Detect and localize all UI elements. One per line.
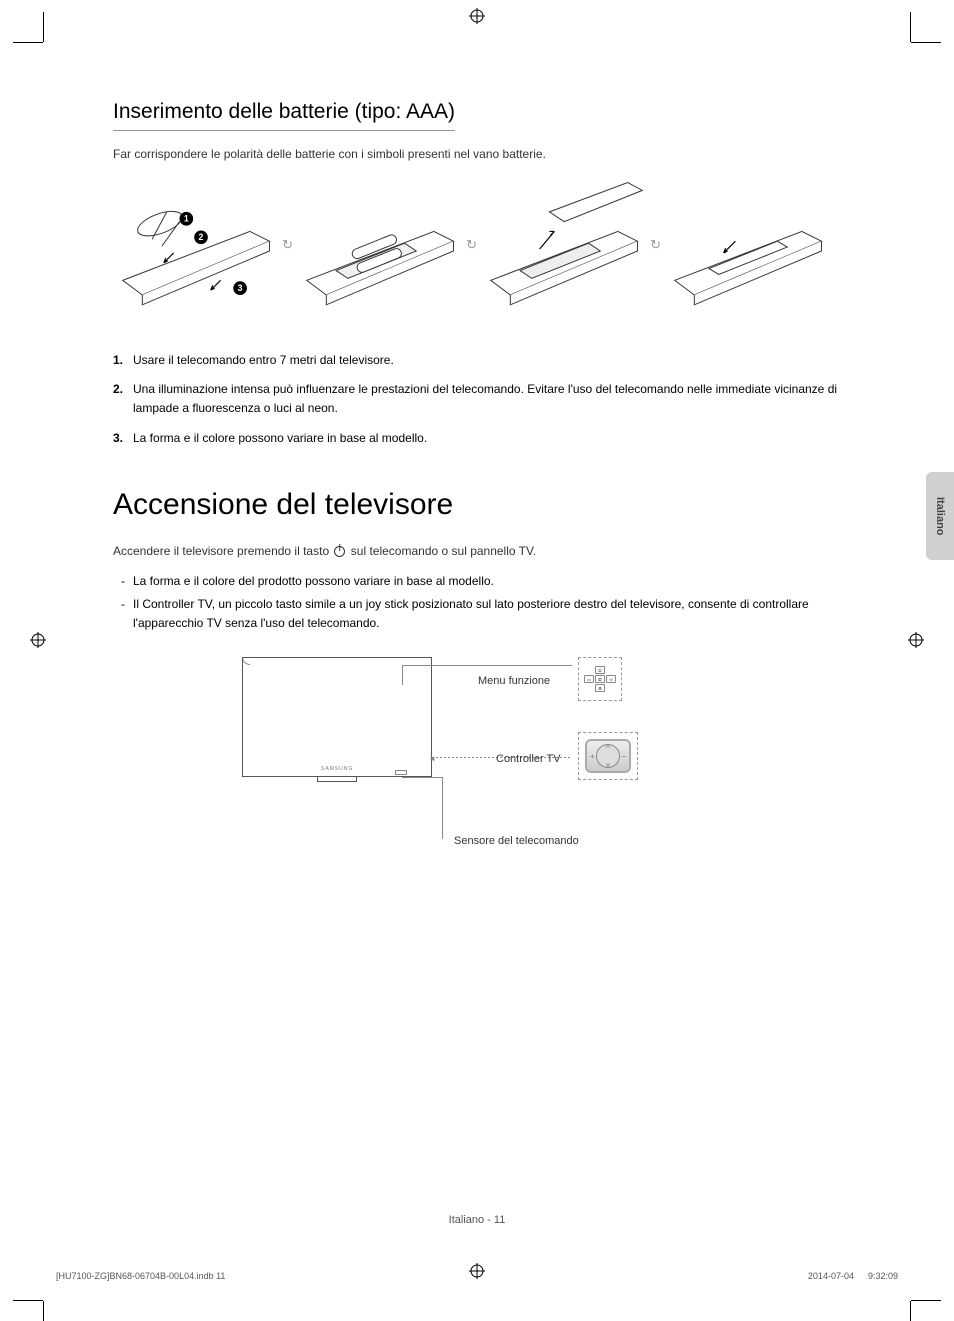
callout-line: [402, 777, 442, 778]
callout-line: [402, 665, 572, 666]
battery-step-3: ↻: [481, 181, 657, 321]
crop-mark: [911, 1300, 941, 1301]
list-item: 3.La forma e il colore possono variare i…: [113, 429, 841, 448]
footer-filename: [HU7100-ZG]BN68-06704B-00L04.indb 11: [56, 1271, 225, 1281]
battery-diagram-row: 1 2 3 ↻ ↻: [113, 181, 841, 321]
registration-mark-icon: [469, 1263, 485, 1279]
minus-icon: −: [621, 752, 626, 761]
crop-mark: [910, 12, 911, 42]
bullet-list: -La forma e il colore del prodotto posso…: [113, 572, 841, 634]
item-text: Una illuminazione intensa può influenzar…: [133, 380, 841, 418]
menu-btn-icon: ⏻: [595, 666, 605, 674]
svg-text:1: 1: [184, 214, 189, 224]
crop-mark: [13, 42, 43, 43]
crop-mark: [910, 1301, 911, 1321]
page-content: Inserimento delle batterie (tipo: AAA) F…: [113, 100, 841, 867]
arrow-left-icon: ◄: [428, 754, 436, 763]
registration-mark-icon: [908, 632, 924, 648]
remote-illustration-icon: [665, 181, 841, 321]
crop-mark: [911, 42, 941, 43]
menu-btn-icon: ⎚: [595, 675, 605, 683]
list-item: 1.Usare il telecomando entro 7 metri dal…: [113, 351, 841, 370]
list-item: -Il Controller TV, un piccolo tasto simi…: [113, 595, 841, 633]
controller-icon: ˄ ˅ + −: [585, 739, 631, 773]
svg-text:2: 2: [199, 232, 204, 242]
menu-btn-icon: ▭: [584, 675, 594, 683]
page-footer: Italiano - 11: [0, 1214, 954, 1226]
dash-icon: -: [113, 595, 133, 633]
list-item: -La forma e il colore del prodotto posso…: [113, 572, 841, 591]
menu-function-callout: ⏻ ▭⎚⏎ ⚙: [578, 657, 622, 701]
crop-mark: [13, 1300, 43, 1301]
language-tab: Italiano: [926, 472, 954, 560]
chevron-down-icon: ˅: [606, 761, 611, 770]
menu-btn-icon: ⚙: [595, 684, 605, 692]
tv-logo: SAMSUNG: [321, 766, 353, 772]
callout-line: [442, 777, 443, 839]
controller-callout: ˄ ˅ + −: [578, 732, 638, 780]
label-menu: Menu funzione: [478, 675, 550, 687]
item-text: Usare il telecomando entro 7 metri dal t…: [133, 351, 394, 370]
item-text: La forma e il colore del prodotto posson…: [133, 572, 494, 591]
crop-mark: [43, 1301, 44, 1321]
item-text: Il Controller TV, un piccolo tasto simil…: [133, 595, 841, 633]
arrow-right-icon: ↻: [650, 237, 661, 253]
section-title-batteries: Inserimento delle batterie (tipo: AAA): [113, 100, 455, 131]
language-tab-label: Italiano: [934, 497, 946, 536]
item-number: 2.: [113, 380, 133, 418]
tv-sensor-area: [395, 770, 407, 775]
power-icon: [334, 546, 345, 557]
arrow-right-icon: ↻: [466, 237, 477, 253]
menu-btn-icon: ⏎: [606, 675, 616, 683]
tv-diagram: SAMSUNG ◄ Menu funzione Controller TV Se…: [242, 657, 712, 867]
registration-mark-icon: [469, 8, 485, 24]
intro-power: Accendere il televisore premendo il tast…: [113, 542, 841, 560]
item-text: La forma e il colore possono variare in …: [133, 429, 427, 448]
svg-text:3: 3: [238, 283, 243, 293]
battery-step-1: 1 2 3 ↻: [113, 181, 289, 321]
battery-step-2: ↻: [297, 181, 473, 321]
label-sensor: Sensore del telecomando: [454, 835, 579, 847]
label-controller: Controller TV: [496, 753, 561, 765]
menu-pad-icon: ⏻ ▭⎚⏎ ⚙: [585, 664, 615, 694]
item-number: 3.: [113, 429, 133, 448]
footer-timestamp: 2014-07-04 9:32:09: [808, 1271, 898, 1281]
intro-batteries: Far corrispondere le polarità delle batt…: [113, 145, 841, 163]
arrow-right-icon: ↻: [282, 237, 293, 253]
item-number: 1.: [113, 351, 133, 370]
section-title-power: Accensione del televisore: [113, 488, 841, 522]
callout-line: [402, 665, 403, 685]
remote-illustration-icon: 1 2 3: [113, 181, 289, 321]
plus-icon: +: [590, 752, 595, 761]
chevron-up-icon: ˄: [606, 742, 611, 751]
list-item: 2.Una illuminazione intensa può influenz…: [113, 380, 841, 418]
intro-text-before: Accendere il televisore premendo il tast…: [113, 544, 332, 558]
notes-list: 1.Usare il telecomando entro 7 metri dal…: [113, 351, 841, 448]
remote-illustration-icon: [481, 181, 657, 321]
tv-stand: [317, 777, 357, 782]
battery-step-4: [665, 181, 841, 321]
dash-icon: -: [113, 572, 133, 591]
intro-text-after: sul telecomando o sul pannello TV.: [347, 544, 536, 558]
crop-mark: [43, 12, 44, 42]
tv-outline: SAMSUNG: [242, 657, 432, 777]
registration-mark-icon: [30, 632, 46, 648]
remote-illustration-icon: [297, 181, 473, 321]
